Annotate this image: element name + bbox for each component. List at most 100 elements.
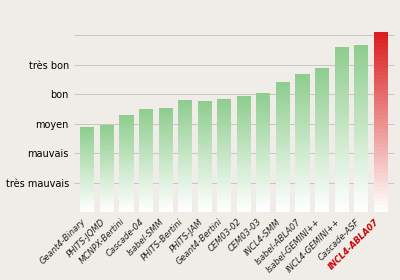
Bar <box>158 135 173 137</box>
Bar <box>315 71 329 74</box>
Bar <box>217 146 231 149</box>
Bar <box>198 185 212 188</box>
Bar <box>237 170 251 173</box>
Bar <box>256 143 270 145</box>
Bar <box>256 102 270 105</box>
Bar <box>374 147 388 151</box>
Bar <box>334 202 349 206</box>
Bar <box>237 119 251 122</box>
Bar <box>217 119 231 122</box>
Bar <box>374 144 388 147</box>
Bar <box>334 183 349 186</box>
Bar <box>178 181 192 183</box>
Bar <box>237 161 251 163</box>
Bar <box>120 129 134 130</box>
Bar <box>315 97 329 100</box>
Bar <box>256 203 270 205</box>
Bar <box>256 150 270 153</box>
Bar <box>334 133 349 136</box>
Bar <box>315 160 329 163</box>
Bar <box>334 116 349 120</box>
Bar <box>256 107 270 110</box>
Bar <box>334 150 349 153</box>
Bar <box>334 139 349 143</box>
Bar <box>334 77 349 80</box>
Bar <box>139 208 153 210</box>
Bar <box>315 77 329 80</box>
Bar <box>80 134 94 135</box>
Bar <box>178 174 192 176</box>
Bar <box>178 190 192 192</box>
Bar <box>237 173 251 175</box>
Bar <box>315 149 329 152</box>
Bar <box>100 211 114 212</box>
Bar <box>139 185 153 187</box>
Bar <box>237 147 251 150</box>
Bar <box>237 152 251 154</box>
Bar <box>100 172 114 174</box>
Bar <box>315 192 329 195</box>
Bar <box>354 128 368 132</box>
Bar <box>178 120 192 122</box>
Bar <box>276 127 290 129</box>
Bar <box>217 178 231 181</box>
Bar <box>256 136 270 138</box>
Bar <box>217 169 231 171</box>
Bar <box>198 165 212 167</box>
Bar <box>80 164 94 166</box>
Bar <box>256 126 270 129</box>
Bar <box>100 179 114 181</box>
Bar <box>120 130 134 132</box>
Bar <box>120 171 134 173</box>
Bar <box>80 163 94 164</box>
Bar <box>80 128 94 130</box>
Bar <box>139 171 153 173</box>
Bar <box>100 165 114 167</box>
Bar <box>100 171 114 172</box>
Bar <box>315 209 329 212</box>
Bar <box>217 167 231 169</box>
Bar <box>296 121 310 124</box>
Bar <box>276 147 290 150</box>
Bar <box>237 117 251 119</box>
Bar <box>374 101 388 104</box>
Bar <box>80 157 94 159</box>
Bar <box>139 181 153 183</box>
Bar <box>296 110 310 113</box>
Bar <box>296 107 310 110</box>
Bar <box>198 170 212 172</box>
Bar <box>100 129 114 131</box>
Bar <box>120 173 134 175</box>
Bar <box>158 121 173 123</box>
Bar <box>120 193 134 195</box>
Bar <box>100 136 114 137</box>
Bar <box>237 131 251 133</box>
Bar <box>198 116 212 118</box>
Bar <box>198 143 212 145</box>
Bar <box>374 191 388 194</box>
Bar <box>334 123 349 126</box>
Bar <box>139 204 153 206</box>
Bar <box>100 125 114 127</box>
Bar <box>354 125 368 128</box>
Bar <box>354 115 368 118</box>
Bar <box>120 150 134 152</box>
Bar <box>374 46 388 50</box>
Bar <box>296 113 310 116</box>
Bar <box>334 97 349 100</box>
Bar <box>80 144 94 145</box>
Bar <box>198 199 212 201</box>
Bar <box>139 150 153 152</box>
Bar <box>276 176 290 178</box>
Bar <box>256 160 270 162</box>
Bar <box>139 179 153 181</box>
Bar <box>374 65 388 68</box>
Bar <box>139 196 153 198</box>
Bar <box>217 151 231 153</box>
Bar <box>80 186 94 188</box>
Bar <box>354 182 368 185</box>
Bar <box>198 150 212 152</box>
Bar <box>354 162 368 165</box>
Bar <box>276 184 290 186</box>
Bar <box>276 93 290 95</box>
